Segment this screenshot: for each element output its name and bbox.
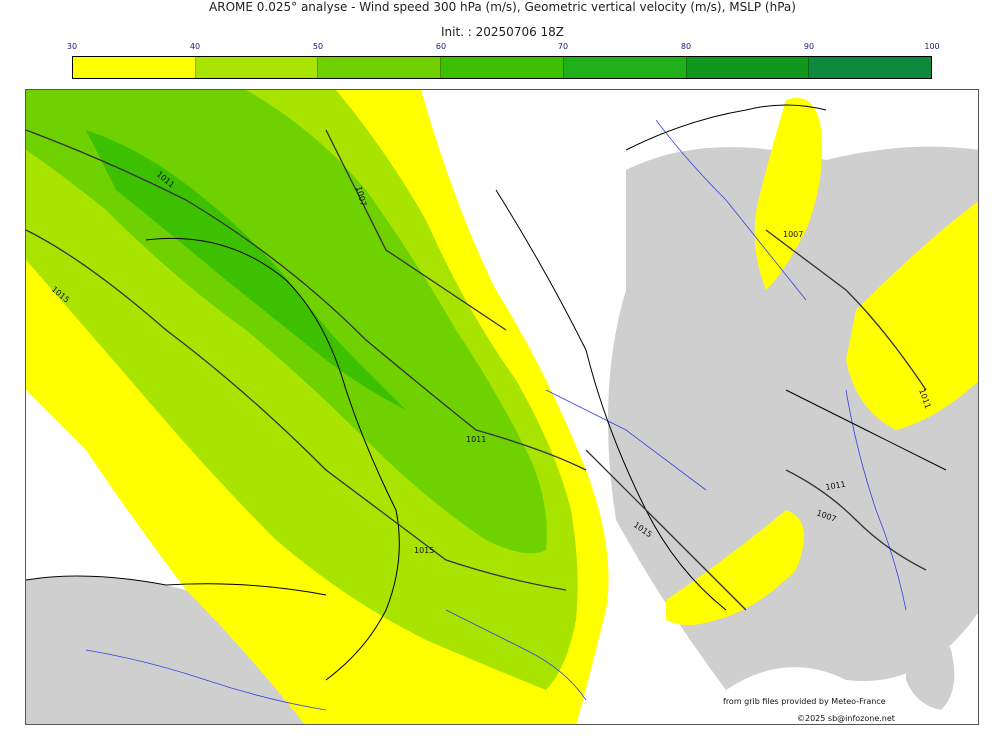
copyright-credit: ©2025 sb@infozone.net [797, 714, 895, 723]
isobar-label: 1007 [783, 230, 803, 239]
river [545, 389, 707, 491]
isobar-line [26, 229, 567, 591]
weather-map: 1015 1011 1007 1011 1007 1015 1011 1015 … [25, 89, 979, 725]
river [445, 609, 587, 701]
colorbar-tick: 70 [557, 42, 569, 51]
wind-30-east [754, 98, 822, 290]
colorbar-tick: 30 [66, 42, 78, 51]
wind-30-southeast [666, 510, 804, 625]
colorbar-segment [563, 57, 687, 78]
river [845, 389, 907, 611]
colorbar-segment [73, 57, 196, 78]
border [625, 104, 827, 151]
river [85, 649, 327, 711]
coastlines [26, 104, 947, 681]
wind-30-alps [846, 201, 978, 430]
colorbar-tick: 50 [312, 42, 324, 51]
isobar-line [765, 229, 927, 391]
map-canvas: 1015 1011 1007 1011 1007 1015 1011 1015 … [26, 90, 978, 724]
isobar-label: 1015 [414, 546, 434, 555]
relief-corsica [906, 630, 955, 710]
isobar-line [26, 129, 587, 471]
coastline [145, 237, 400, 681]
colorbar-tick: 90 [803, 42, 815, 51]
isobar-line [585, 449, 747, 611]
wind-60 [86, 130, 406, 410]
colorbar-tick: 80 [680, 42, 692, 51]
colorbar-tick: 60 [435, 42, 447, 51]
colorbar-segment [195, 57, 319, 78]
init-time: Init. : 20250706 18Z [440, 25, 565, 39]
isobar-line [785, 469, 927, 571]
map-title: AROME 0.025° analyse - Wind speed 300 hP… [209, 0, 796, 14]
colorbar-segment [809, 57, 932, 78]
colorbar-tick: 40 [189, 42, 201, 51]
isobar-line [325, 129, 507, 331]
isobars [26, 129, 927, 611]
coastline [26, 575, 327, 596]
colorbar [72, 56, 932, 79]
isobar-label: 1011 [825, 480, 847, 492]
data-source-credit: from grib files provided by Meteo-France [723, 697, 886, 706]
isobar-label: 1011 [466, 435, 486, 444]
colorbar-segment [318, 57, 442, 78]
colorbar-tick: 100 [924, 42, 940, 51]
border [495, 189, 727, 611]
river [655, 119, 807, 301]
rivers [85, 119, 907, 711]
border [785, 389, 947, 471]
colorbar-segment [686, 57, 810, 78]
colorbar-segment [441, 57, 564, 78]
